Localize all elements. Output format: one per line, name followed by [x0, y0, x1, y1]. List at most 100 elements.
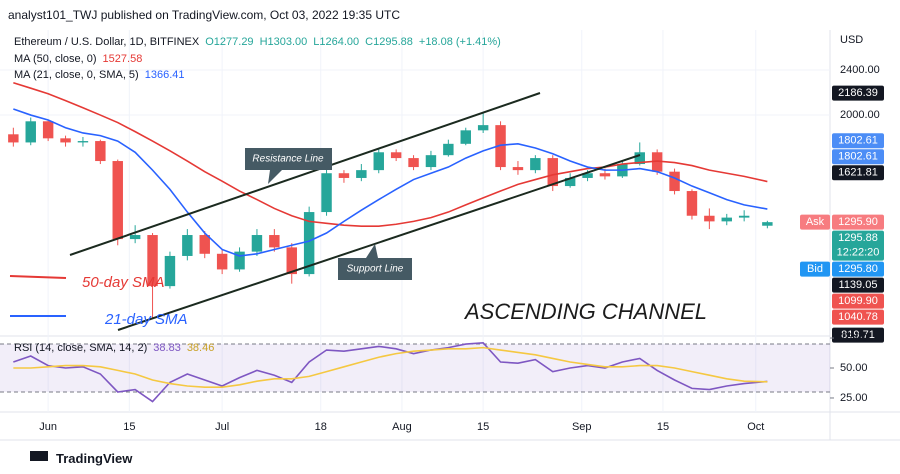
ma50-pointer — [9, 275, 67, 279]
legend-value: 1366.41 — [144, 69, 185, 81]
candle-body — [77, 141, 89, 143]
price-label-bg — [832, 293, 884, 309]
candle-body — [477, 125, 489, 131]
candle-body — [634, 152, 645, 165]
candle-body — [95, 141, 106, 162]
resistance-callout — [245, 148, 332, 184]
y-tick-label: 2400.00 — [840, 64, 880, 76]
candle-body — [112, 161, 123, 240]
resistance-label: Resistance Line — [252, 154, 324, 165]
x-tick-label: Jun — [39, 421, 57, 433]
candle-body — [129, 235, 141, 240]
legend-name: MA (50, close, 0) — [14, 53, 97, 65]
ohlc: C1295.88 — [365, 36, 413, 48]
candle-body — [216, 253, 228, 270]
legend-ma21: MA (21, close, 0, SMA, 5) 1366.41 — [14, 69, 184, 81]
line — [13, 342, 768, 403]
candle-body — [425, 155, 437, 168]
price-label-bg — [832, 149, 884, 165]
candle-body — [582, 173, 593, 178]
candle-body — [738, 215, 750, 218]
x-tick-label: Jul — [215, 421, 229, 433]
price-label-bg — [832, 133, 884, 149]
candle-body — [460, 130, 471, 144]
candle-body — [42, 121, 54, 139]
logo — [30, 451, 48, 461]
pattern-annotation: ASCENDING CHANNEL — [463, 299, 707, 324]
candle-body — [686, 191, 698, 216]
price-label: 1621.81 — [838, 167, 878, 179]
tag: Bid — [807, 263, 823, 275]
price-pane — [8, 81, 773, 318]
countdown: 12:22:20 — [837, 247, 880, 259]
x-tick-label: Oct — [747, 421, 764, 433]
line — [13, 108, 768, 257]
price-label: 819.71 — [841, 329, 875, 341]
candle-body — [669, 171, 680, 192]
tag-bg — [800, 214, 830, 230]
candle-body — [286, 247, 297, 275]
price-label: 1040.78 — [838, 311, 878, 323]
candle-body — [303, 212, 315, 275]
price-label-bg — [832, 85, 884, 101]
candle-body — [564, 177, 576, 187]
ohlc: H1303.00 — [259, 36, 308, 48]
tag: Ask — [806, 216, 825, 228]
candle-body — [373, 152, 384, 171]
support-line — [117, 154, 641, 331]
candle-body — [530, 158, 541, 171]
candle-body — [199, 235, 210, 254]
publisher: analyst101_TWJ published on TradingView.… — [8, 8, 400, 22]
price-label: 1802.61 — [838, 135, 878, 147]
x-tick-label: 15 — [123, 421, 135, 433]
legend-value: 38.83 — [153, 342, 181, 354]
candle-body — [651, 152, 663, 172]
currency: USD — [840, 34, 863, 46]
line — [13, 81, 768, 227]
price-label: 1295.80 — [838, 263, 878, 275]
legend-value: 1527.58 — [102, 53, 143, 65]
candle-body — [8, 134, 19, 143]
legend-name: MA (21, close, 0, SMA, 5) — [14, 69, 139, 81]
candle-body — [762, 222, 773, 226]
support-callout — [338, 244, 412, 280]
legend-value: 38.46 — [186, 342, 215, 354]
candle-body — [408, 158, 419, 168]
candle-body — [164, 255, 176, 287]
price-label-bg — [832, 214, 884, 230]
legend-row: Ethereum / U.S. Dollar, 1D, BITFINEX O12… — [14, 36, 501, 48]
price-label-bg — [832, 230, 884, 261]
candle-body — [234, 251, 245, 270]
candle-body — [60, 138, 71, 143]
ohlc: O1277.29 — [205, 36, 254, 48]
candle-body — [599, 173, 611, 177]
x-tick-label: 15 — [657, 421, 669, 433]
rsi-band — [0, 344, 830, 392]
candle-body — [721, 217, 732, 222]
legend-name: RSI (14, close, SMA, 14, 2) — [14, 342, 148, 354]
candle-body — [390, 152, 402, 159]
x-tick-label: Sep — [572, 421, 592, 433]
y-tick-label: 75.00 — [840, 332, 868, 344]
candle-body — [25, 121, 36, 143]
symbol: Ethereum / U.S. Dollar, 1D, BITFINEX — [14, 36, 200, 48]
line — [13, 346, 768, 388]
candle-body — [147, 235, 158, 287]
x-tick-label: 18 — [315, 421, 327, 433]
price-label: 2186.39 — [838, 87, 878, 99]
y-tick-label: 25.00 — [840, 392, 868, 404]
support-label: Support Line — [347, 264, 404, 275]
price-label-bg — [832, 165, 884, 181]
candle-body — [547, 158, 558, 187]
x-tick-label: 15 — [477, 421, 489, 433]
candle-body — [495, 125, 506, 168]
price-label: 1099.90 — [838, 295, 878, 307]
candle-body — [443, 143, 454, 156]
y-tick-label: 2000.00 — [840, 109, 880, 121]
footer-brand: TradingView — [30, 451, 132, 466]
footer-text: TradingView — [56, 451, 133, 466]
price-label-bg — [832, 327, 884, 343]
legend-rsi: RSI (14, close, SMA, 14, 2) 38.83 38.46 — [14, 342, 214, 354]
